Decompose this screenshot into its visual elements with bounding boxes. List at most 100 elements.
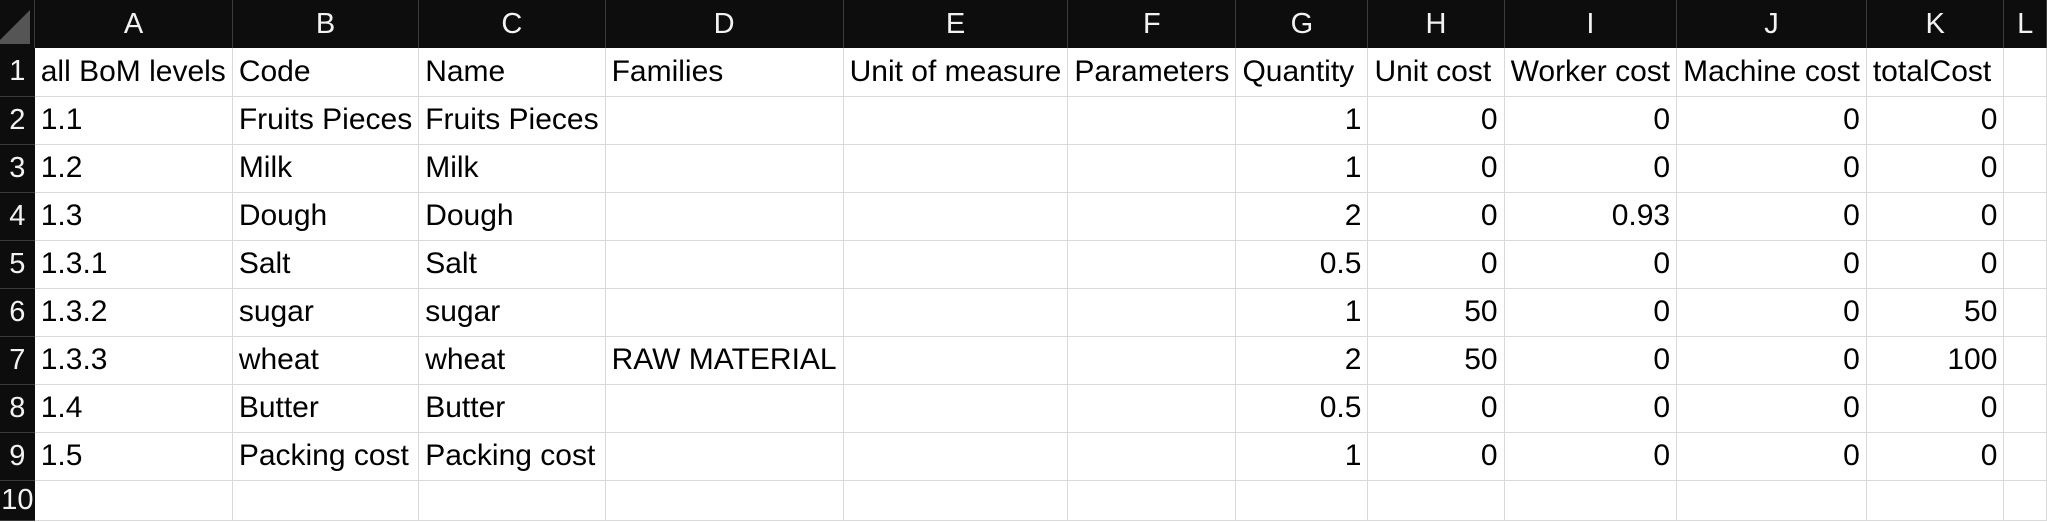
- cell-d1[interactable]: Families: [605, 48, 844, 97]
- cell-k9[interactable]: 0: [1866, 432, 2005, 481]
- cell-k2[interactable]: 0: [1866, 96, 2005, 145]
- cell-b5[interactable]: Salt: [232, 240, 420, 289]
- cell-f10[interactable]: [1067, 480, 1237, 521]
- column-header-d[interactable]: D: [605, 0, 844, 48]
- cell-a1[interactable]: all BoM levels: [34, 48, 233, 97]
- cell-k10[interactable]: [1866, 480, 2005, 521]
- cell-j9[interactable]: 0: [1676, 432, 1867, 481]
- cell-c8[interactable]: Butter: [418, 384, 606, 433]
- cell-l8[interactable]: [2003, 384, 2047, 433]
- cell-a5[interactable]: 1.3.1: [34, 240, 233, 289]
- cell-j7[interactable]: 0: [1676, 336, 1867, 385]
- cell-a7[interactable]: 1.3.3: [34, 336, 233, 385]
- cell-d7[interactable]: RAW MATERIAL: [605, 336, 844, 385]
- cell-c9[interactable]: Packing cost: [418, 432, 606, 481]
- cell-h5[interactable]: 0: [1367, 240, 1505, 289]
- cell-l2[interactable]: [2003, 96, 2047, 145]
- cell-f7[interactable]: [1067, 336, 1237, 385]
- cell-l3[interactable]: [2003, 144, 2047, 193]
- cell-e3[interactable]: [843, 144, 1069, 193]
- column-header-k[interactable]: K: [1866, 0, 2005, 48]
- cell-i7[interactable]: 0: [1504, 336, 1678, 385]
- cell-c7[interactable]: wheat: [418, 336, 606, 385]
- cell-g7[interactable]: 2: [1235, 336, 1369, 385]
- cell-c6[interactable]: sugar: [418, 288, 606, 337]
- cell-i2[interactable]: 0: [1504, 96, 1678, 145]
- column-header-e[interactable]: E: [843, 0, 1069, 48]
- cell-f4[interactable]: [1067, 192, 1237, 241]
- cell-b6[interactable]: sugar: [232, 288, 420, 337]
- cell-i3[interactable]: 0: [1504, 144, 1678, 193]
- column-header-b[interactable]: B: [232, 0, 420, 48]
- cell-g9[interactable]: 1: [1235, 432, 1369, 481]
- cell-l9[interactable]: [2003, 432, 2047, 481]
- column-header-g[interactable]: G: [1235, 0, 1369, 48]
- cell-h7[interactable]: 50: [1367, 336, 1505, 385]
- select-all-corner[interactable]: [0, 0, 36, 48]
- cell-a2[interactable]: 1.1: [34, 96, 233, 145]
- cell-i5[interactable]: 0: [1504, 240, 1678, 289]
- cell-e1[interactable]: Unit of measure: [843, 48, 1069, 97]
- cell-b2[interactable]: Fruits Pieces: [232, 96, 420, 145]
- cell-g6[interactable]: 1: [1235, 288, 1369, 337]
- cell-g3[interactable]: 1: [1235, 144, 1369, 193]
- cell-f8[interactable]: [1067, 384, 1237, 433]
- cell-d2[interactable]: [605, 96, 844, 145]
- cell-h2[interactable]: 0: [1367, 96, 1505, 145]
- cell-f5[interactable]: [1067, 240, 1237, 289]
- cell-b4[interactable]: Dough: [232, 192, 420, 241]
- cell-b9[interactable]: Packing cost: [232, 432, 420, 481]
- cell-g8[interactable]: 0.5: [1235, 384, 1369, 433]
- cell-h4[interactable]: 0: [1367, 192, 1505, 241]
- cell-j8[interactable]: 0: [1676, 384, 1867, 433]
- column-header-a[interactable]: A: [34, 0, 233, 48]
- cell-c4[interactable]: Dough: [418, 192, 606, 241]
- cell-h1[interactable]: Unit cost: [1367, 48, 1505, 97]
- row-header-2[interactable]: 2: [0, 96, 35, 145]
- cell-l1[interactable]: [2003, 48, 2047, 97]
- cell-k3[interactable]: 0: [1866, 144, 2005, 193]
- cell-e4[interactable]: [843, 192, 1069, 241]
- cell-c3[interactable]: Milk: [418, 144, 606, 193]
- cell-f6[interactable]: [1067, 288, 1237, 337]
- cell-i4[interactable]: 0.93: [1504, 192, 1678, 241]
- cell-c5[interactable]: Salt: [418, 240, 606, 289]
- cell-e6[interactable]: [843, 288, 1069, 337]
- cell-g2[interactable]: 1: [1235, 96, 1369, 145]
- cell-f9[interactable]: [1067, 432, 1237, 481]
- column-header-f[interactable]: F: [1067, 0, 1237, 48]
- cell-j2[interactable]: 0: [1676, 96, 1867, 145]
- cell-b3[interactable]: Milk: [232, 144, 420, 193]
- row-header-10[interactable]: 10: [0, 480, 35, 521]
- cell-j3[interactable]: 0: [1676, 144, 1867, 193]
- cell-b10[interactable]: [232, 480, 420, 521]
- cell-f1[interactable]: Parameters: [1067, 48, 1237, 97]
- cell-f2[interactable]: [1067, 96, 1237, 145]
- cell-d9[interactable]: [605, 432, 844, 481]
- cell-a10[interactable]: [34, 480, 233, 521]
- column-header-j[interactable]: J: [1676, 0, 1867, 48]
- column-header-l[interactable]: L: [2003, 0, 2047, 48]
- cell-e5[interactable]: [843, 240, 1069, 289]
- cell-b8[interactable]: Butter: [232, 384, 420, 433]
- cell-d10[interactable]: [605, 480, 844, 521]
- row-header-7[interactable]: 7: [0, 336, 35, 385]
- cell-h9[interactable]: 0: [1367, 432, 1505, 481]
- cell-d6[interactable]: [605, 288, 844, 337]
- row-header-8[interactable]: 8: [0, 384, 35, 433]
- cell-b1[interactable]: Code: [232, 48, 420, 97]
- cell-e9[interactable]: [843, 432, 1069, 481]
- cell-e7[interactable]: [843, 336, 1069, 385]
- column-header-h[interactable]: H: [1367, 0, 1505, 48]
- cell-a9[interactable]: 1.5: [34, 432, 233, 481]
- cell-l7[interactable]: [2003, 336, 2047, 385]
- cell-j5[interactable]: 0: [1676, 240, 1867, 289]
- cell-d3[interactable]: [605, 144, 844, 193]
- cell-i6[interactable]: 0: [1504, 288, 1678, 337]
- cell-k8[interactable]: 0: [1866, 384, 2005, 433]
- cell-a8[interactable]: 1.4: [34, 384, 233, 433]
- cell-c10[interactable]: [418, 480, 606, 521]
- cell-h6[interactable]: 50: [1367, 288, 1505, 337]
- cell-d4[interactable]: [605, 192, 844, 241]
- row-header-3[interactable]: 3: [0, 144, 35, 193]
